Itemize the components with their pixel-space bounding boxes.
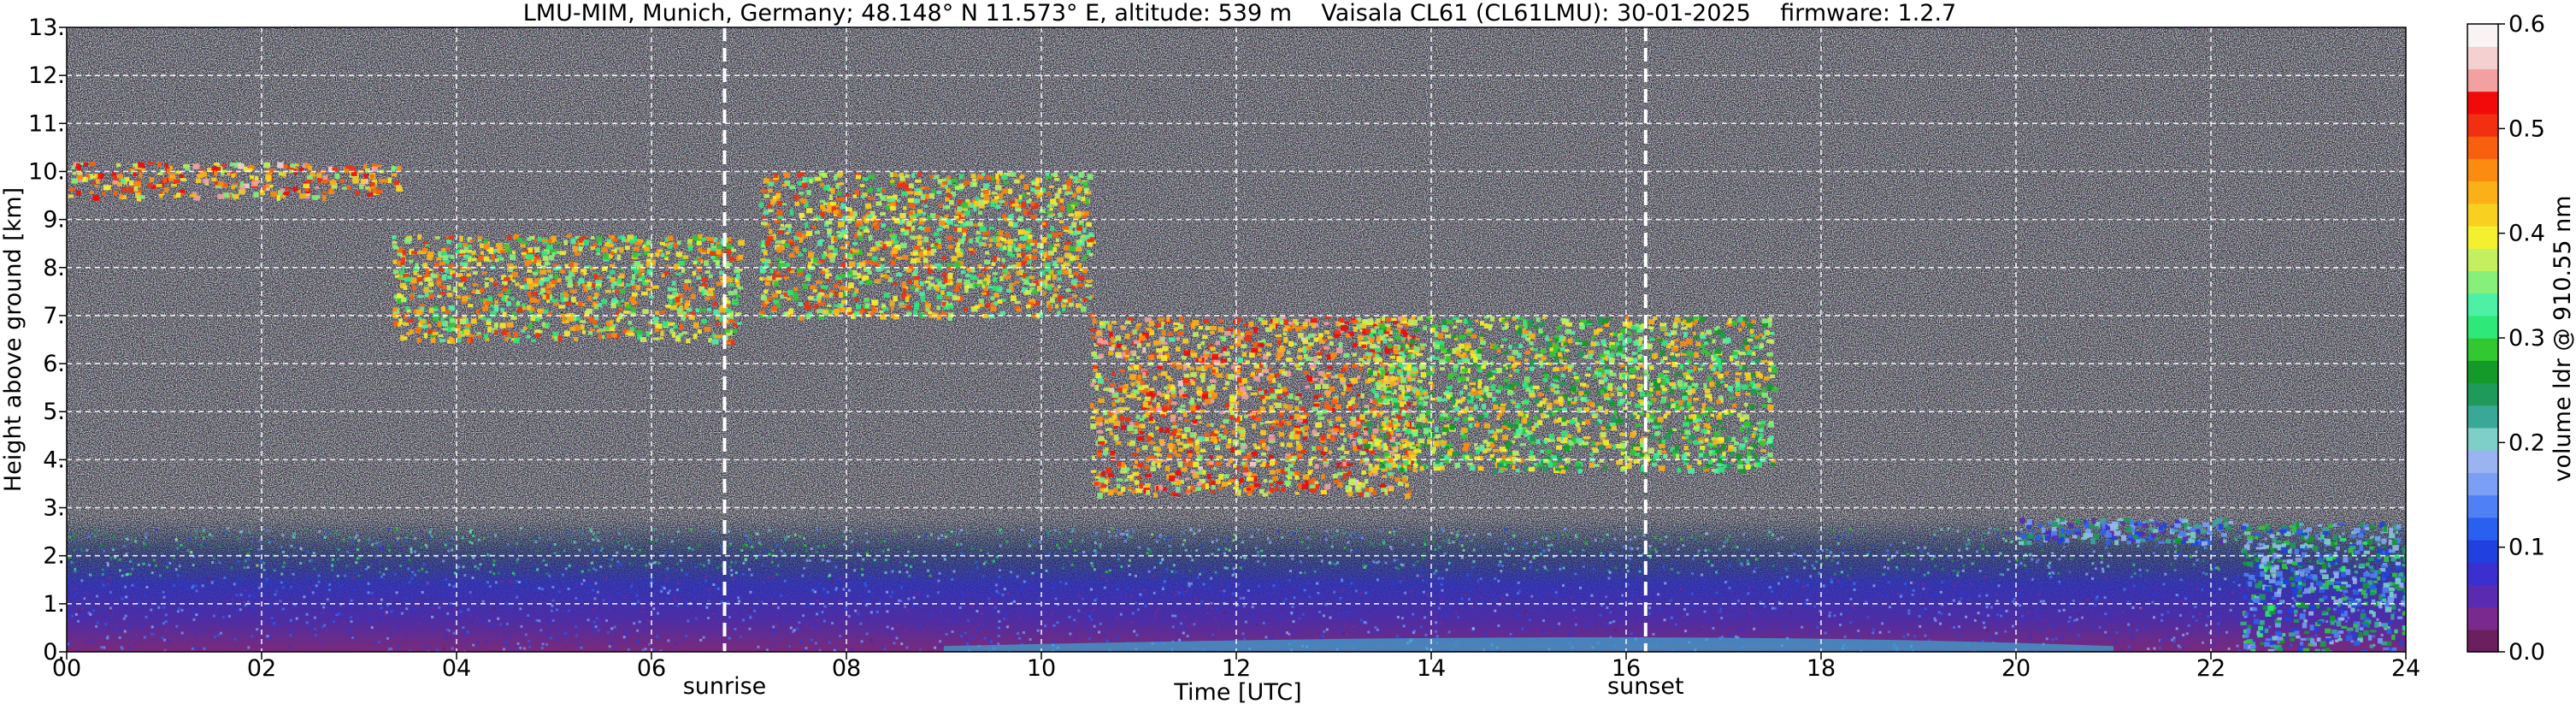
y-tick-label: 9. bbox=[43, 207, 65, 234]
colorbar-segment bbox=[2467, 382, 2498, 405]
y-tick-label: 1. bbox=[43, 591, 65, 618]
y-tick-label: 3. bbox=[43, 495, 65, 522]
y-tick-label: 4. bbox=[43, 447, 65, 473]
colorbar-tick-label: 0.3 bbox=[2508, 325, 2545, 352]
colorbar-segment bbox=[2467, 46, 2498, 69]
colorbar-segment bbox=[2467, 204, 2498, 227]
colorbar-segment bbox=[2467, 114, 2498, 137]
x-tick-label: 18 bbox=[1807, 655, 1836, 682]
colorbar-segment bbox=[2467, 540, 2498, 563]
colorbar-segment bbox=[2467, 338, 2498, 361]
colorbar-segment bbox=[2467, 226, 2498, 249]
y-axis-ticks: 0. 1. 2. 3. 4. 5. 6. 7. 8. 9. 10. 11. 12. 13. bbox=[28, 15, 67, 666]
chart-title: LMU-MIM, Munich, Germany; 48.148° N 11.5… bbox=[523, 0, 1957, 27]
y-tick-label: 10. bbox=[28, 158, 65, 185]
colorbar-segment bbox=[2467, 518, 2498, 541]
y-axis-label: Height above ground [km] bbox=[0, 187, 27, 492]
colorbar-segment bbox=[2467, 428, 2498, 451]
x-tick-label: 14 bbox=[1417, 655, 1446, 682]
colorbar: 0.0 0.1 0.2 0.3 0.4 0.5 0.6 bbox=[2467, 11, 2545, 666]
colorbar-tick-label: 0.4 bbox=[2508, 221, 2545, 247]
colorbar-segment bbox=[2467, 248, 2498, 271]
colorbar-tick-label: 0.0 bbox=[2508, 639, 2545, 666]
colorbar-segment bbox=[2467, 405, 2498, 429]
y-tick-label: 13. bbox=[28, 15, 65, 41]
x-tick-label: 02 bbox=[247, 655, 276, 682]
x-tick-label: 12 bbox=[1222, 655, 1251, 682]
colorbar-segment bbox=[2467, 495, 2498, 518]
colorbar-tick-label: 0.5 bbox=[2508, 115, 2545, 142]
colorbar-segment bbox=[2467, 630, 2498, 653]
x-tick-label: 16 bbox=[1612, 655, 1641, 682]
y-tick-label: 5. bbox=[43, 399, 65, 425]
colorbar-segment bbox=[2467, 360, 2498, 383]
x-tick-label: 24 bbox=[2391, 655, 2420, 682]
y-tick-label: 2. bbox=[43, 543, 65, 570]
x-axis-label: Time [UTC] bbox=[1173, 679, 1301, 706]
colorbar-segment bbox=[2467, 24, 2498, 47]
colorbar-segment bbox=[2467, 68, 2498, 92]
colorbar-segment bbox=[2467, 450, 2498, 473]
colorbar-segment bbox=[2467, 92, 2498, 115]
y-tick-label: 0. bbox=[43, 639, 65, 666]
x-tick-label: 06 bbox=[637, 655, 666, 682]
colorbar-segment bbox=[2467, 181, 2498, 204]
y-tick-label: 12. bbox=[28, 62, 65, 89]
y-tick-label: 6. bbox=[43, 351, 65, 377]
colorbar-segment bbox=[2467, 158, 2498, 181]
colorbar-segment bbox=[2467, 293, 2498, 317]
colorbar-label: volume ldr @ 910.55 nm bbox=[2549, 196, 2576, 482]
colorbar-tick-label: 0.1 bbox=[2508, 535, 2545, 561]
colorbar-segment bbox=[2467, 607, 2498, 630]
x-tick-label: 20 bbox=[2001, 655, 2031, 682]
x-tick-label: 04 bbox=[442, 655, 471, 682]
y-tick-label: 7. bbox=[43, 303, 65, 329]
colorbar-tick-label: 0.6 bbox=[2508, 11, 2545, 38]
x-tick-label: 22 bbox=[2196, 655, 2225, 682]
colorbar-segment bbox=[2467, 136, 2498, 159]
y-tick-label: 8. bbox=[43, 255, 65, 281]
x-tick-label: 10 bbox=[1027, 655, 1056, 682]
colorbar-segment bbox=[2467, 316, 2498, 339]
colorbar-tick-label: 0.2 bbox=[2508, 429, 2545, 456]
sunrise-label: sunrise bbox=[683, 673, 767, 700]
y-tick-label: 11. bbox=[28, 110, 65, 137]
colorbar-segment bbox=[2467, 584, 2498, 607]
colorbar-segment bbox=[2467, 472, 2498, 495]
colorbar-segment bbox=[2467, 562, 2498, 585]
colorbar-segment bbox=[2467, 270, 2498, 293]
x-tick-label: 08 bbox=[832, 655, 861, 682]
